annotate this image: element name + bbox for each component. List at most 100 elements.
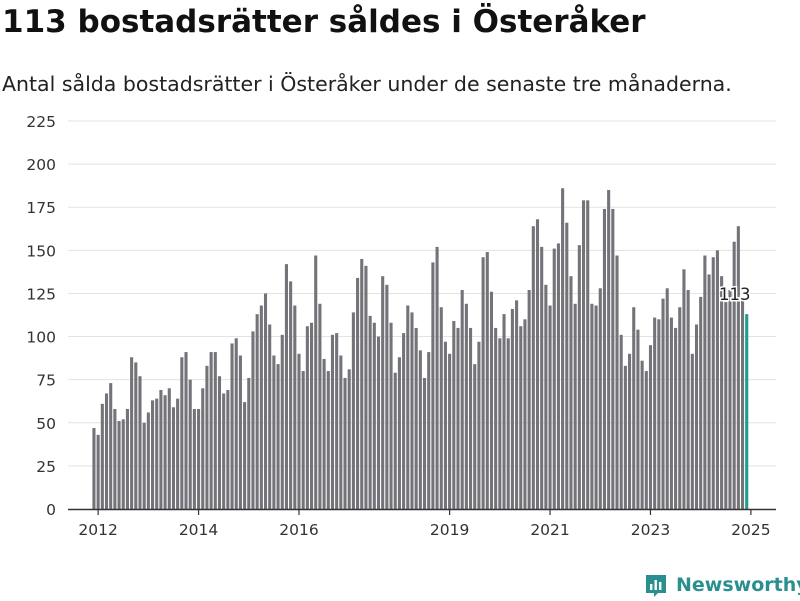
bar[interactable] [498,338,502,509]
bar[interactable] [234,338,238,509]
bar[interactable] [318,303,322,509]
bar[interactable] [443,341,447,509]
bar[interactable] [715,250,719,510]
bar[interactable] [96,434,100,509]
bar[interactable] [682,269,686,509]
bar[interactable] [628,353,632,509]
bar[interactable] [736,226,740,509]
bar[interactable] [339,355,343,509]
bar[interactable] [360,258,364,509]
bar[interactable] [435,246,439,509]
bar[interactable] [272,355,276,509]
bar[interactable] [247,377,251,509]
bar[interactable] [192,408,196,509]
bar[interactable] [414,327,418,509]
bar[interactable] [393,372,397,509]
bar[interactable] [222,393,226,509]
bar[interactable] [134,362,138,509]
bar[interactable] [100,403,104,509]
bar[interactable] [669,317,673,509]
bar[interactable] [109,383,113,509]
bar[interactable] [343,377,347,509]
bar[interactable] [310,322,314,509]
bar[interactable] [665,288,669,509]
bar[interactable] [335,333,339,509]
bar[interactable] [586,200,590,509]
bar[interactable] [372,322,376,509]
bar[interactable] [569,276,573,509]
bar[interactable] [439,307,443,509]
bar[interactable] [602,208,607,509]
bar[interactable] [263,293,268,509]
bar[interactable] [217,376,222,509]
bar[interactable] [540,246,544,509]
bar[interactable] [280,334,284,509]
bar[interactable] [694,324,699,509]
bar[interactable] [703,255,707,509]
bar[interactable] [448,353,452,509]
bar[interactable] [305,326,309,509]
bar[interactable] [460,289,464,509]
bar[interactable] [268,324,272,509]
bar[interactable] [205,365,209,509]
bar[interactable] [427,352,431,509]
bar[interactable] [155,398,159,509]
bar[interactable] [402,333,406,509]
bar[interactable] [406,305,410,509]
bar[interactable] [489,291,494,509]
bar[interactable] [636,329,640,509]
bar[interactable] [623,365,627,509]
bar[interactable] [389,322,393,509]
bar[interactable] [485,252,489,509]
bar[interactable] [326,371,330,509]
bar[interactable] [535,219,540,509]
bar[interactable] [188,379,192,509]
bar[interactable] [171,407,176,509]
bar[interactable] [322,358,326,509]
bar[interactable] [385,284,389,509]
bar[interactable] [180,357,184,509]
bar[interactable] [653,317,657,509]
bar[interactable] [607,189,611,509]
bar[interactable] [531,226,535,509]
bar[interactable] [494,327,498,509]
bar[interactable] [301,371,305,509]
bar[interactable] [464,303,468,509]
bar[interactable] [347,369,351,509]
bar[interactable] [699,296,703,509]
bar[interactable] [720,276,724,509]
bar[interactable] [92,427,96,509]
bar[interactable] [159,390,163,509]
bar[interactable] [615,255,619,509]
bar[interactable] [581,200,586,509]
bar[interactable] [527,289,531,509]
bar[interactable] [184,352,188,509]
bar[interactable] [351,312,355,509]
bar[interactable] [481,257,485,509]
bar[interactable] [686,289,690,509]
bar[interactable] [648,345,653,509]
bar[interactable] [728,289,732,509]
bar[interactable] [117,421,121,509]
bar-latest[interactable] [745,314,749,509]
bar[interactable] [293,305,297,509]
bar[interactable] [121,419,125,509]
bar[interactable] [284,264,288,509]
bar[interactable] [552,248,556,509]
bar[interactable] [619,334,623,509]
bar[interactable] [130,357,134,509]
bar[interactable] [146,412,150,509]
bar[interactable] [598,288,602,509]
bar[interactable] [104,393,109,509]
bar[interactable] [197,408,201,509]
bar[interactable] [418,350,422,509]
bar[interactable] [515,300,519,509]
newsworthy-brand[interactable]: Newsworthy [644,569,800,601]
bar[interactable] [113,408,117,509]
bar[interactable] [477,341,481,509]
bar[interactable] [201,388,205,509]
bar[interactable] [452,321,456,509]
bar[interactable] [150,400,155,509]
bar[interactable] [674,327,678,509]
bar[interactable] [238,355,242,509]
